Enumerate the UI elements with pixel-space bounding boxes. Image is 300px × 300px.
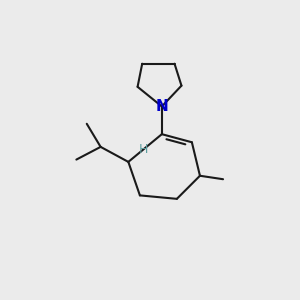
Text: H: H xyxy=(139,143,148,156)
Text: N: N xyxy=(155,99,168,114)
